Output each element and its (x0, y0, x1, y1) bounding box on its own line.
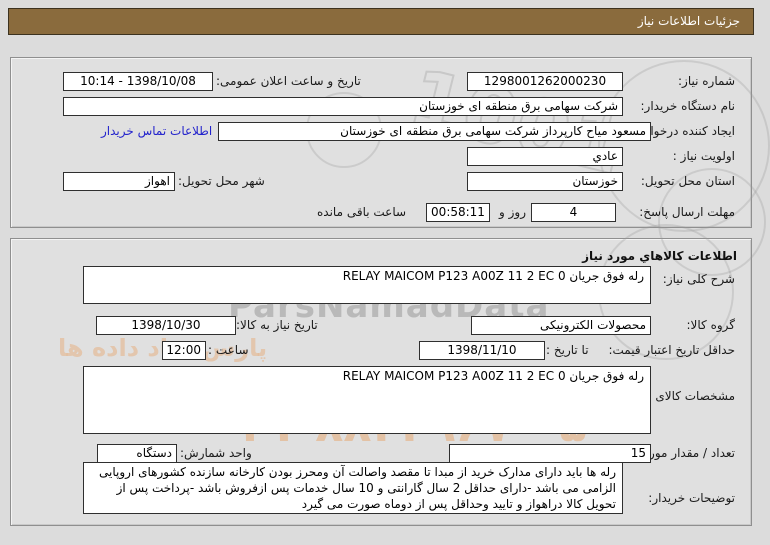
delivery-city-label: شهر محل تحویل: (178, 174, 265, 188)
page-title: جزئیات اطلاعات نیاز (8, 8, 754, 35)
overall-description-label: شرح کلی نیاز: (662, 272, 735, 286)
need-date-field[interactable]: 1398/10/30 (96, 316, 236, 335)
deadline-time-field[interactable]: 00:58:11 (426, 203, 490, 222)
delivery-province-field[interactable]: خوزستان (467, 172, 623, 191)
goods-group-field[interactable]: محصولات الکترونیکی (471, 316, 651, 335)
deadline-remaining-label: ساعت باقی مانده (317, 205, 407, 219)
buyer-org-field[interactable]: شرکت سهامی برق منطقه ای خوزستان (63, 97, 623, 116)
price-validity-label: حداقل تاریخ اعتبار قیمت: (608, 343, 735, 357)
goods-section-header: اطلاعات کالاهاي مورد نیاز (582, 249, 737, 263)
buyer-contact-link[interactable]: اطلاعات تماس خریدار (101, 124, 213, 138)
need-number-field[interactable]: 1298001262000230 (467, 72, 623, 91)
delivery-city-field[interactable]: اهواز (63, 172, 175, 191)
priority-field[interactable]: عادي (467, 147, 623, 166)
need-number-label: شماره نیاز: (678, 74, 735, 88)
buyer-notes-field[interactable]: رله ها باید دارای مدارک خرید از مبدا تا … (83, 462, 623, 514)
overall-description-field[interactable]: رله فوق جریان RELAY MAICOM P123 A00Z 11 … (83, 266, 651, 304)
until-date-label: تا تاریخ : (546, 343, 589, 357)
announce-datetime-field[interactable]: 1398/10/08 - 10:14 (63, 72, 213, 91)
announce-datetime-label: تاریخ و ساعت اعلان عمومی: (216, 74, 361, 88)
request-creator-label: ایجاد کننده درخواست: (624, 124, 735, 138)
hour-field[interactable]: 12:00 (162, 341, 206, 360)
quantity-field[interactable]: 15 (449, 444, 651, 463)
count-unit-label: واحد شمارش: (180, 446, 252, 460)
deadline-days-field[interactable]: 4 (531, 203, 616, 222)
reply-deadline-label: مهلت ارسال پاسخ: (639, 205, 735, 219)
delivery-province-label: استان محل تحویل: (640, 174, 735, 188)
goods-specs-field[interactable]: رله فوق جریان RELAY MAICOM P123 A00Z 11 … (83, 366, 651, 434)
goods-info-panel: اطلاعات کالاهاي مورد نیاز شرح کلی نیاز: … (10, 238, 752, 526)
need-date-label: تاریخ نیاز به کالا: (236, 318, 318, 332)
hour-label: ساعت : (208, 343, 249, 357)
goods-group-label: گروه کالا: (686, 318, 736, 332)
deadline-days-unit-label: روز و (499, 205, 526, 219)
count-unit-field[interactable]: دستگاه (97, 444, 177, 463)
request-creator-field[interactable]: مسعود میاح کارپرداز شرکت سهامی برق منطقه… (218, 122, 651, 141)
buyer-notes-label: توضیحات خریدار: (648, 491, 735, 505)
priority-label: اولویت نیاز : (672, 149, 735, 163)
until-date-field[interactable]: 1398/11/10 (419, 341, 545, 360)
buyer-org-label: نام دستگاه خریدار: (640, 99, 736, 113)
request-info-panel: شماره نیاز: 1298001262000230 تاریخ و ساع… (10, 57, 752, 228)
